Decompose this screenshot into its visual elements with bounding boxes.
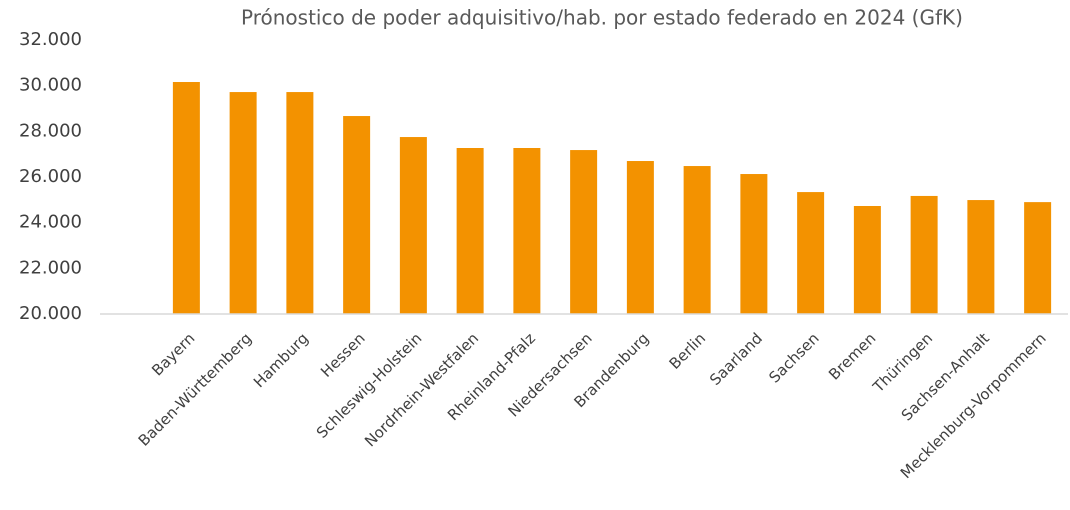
bar [967,200,995,314]
y-tick-label: 22.000 [19,257,82,278]
y-tick-label: 26.000 [19,166,82,187]
y-tick-label: 30.000 [19,75,82,96]
bar [570,150,598,314]
bar [1024,202,1052,314]
bar [172,82,200,314]
bar [513,148,541,314]
x-tick-label: Hessen [317,329,369,381]
x-tick-label: Berlin [666,329,710,373]
y-tick-label: 32.000 [19,29,82,50]
y-tick-label: 28.000 [19,120,82,141]
bar [626,161,654,314]
x-tick-label: Bremen [825,329,879,383]
x-tick-label: Baden-Württemberg [135,329,255,449]
bar [456,148,484,314]
chart-title: Prónostico de poder adquisitivo/hab. por… [241,6,963,30]
bar [910,195,938,314]
bar [740,174,768,314]
bar [399,137,427,314]
bar [853,205,881,314]
x-tick-label: Saarland [706,329,766,389]
bar [343,116,371,314]
x-tick-label: Bayern [148,329,198,379]
y-tick-label: 20.000 [19,303,82,324]
x-tick-label: Sachsen [765,329,822,386]
y-tick-label: 24.000 [19,212,82,233]
x-tick-label: Nordrhein-Westfalen [361,329,482,450]
bar [683,166,711,314]
x-tick-label: Hamburg [250,329,312,391]
x-tick-label: Schleswig-Holstein [313,329,425,441]
bar [286,92,314,314]
bar [229,92,257,314]
bar [797,192,825,314]
